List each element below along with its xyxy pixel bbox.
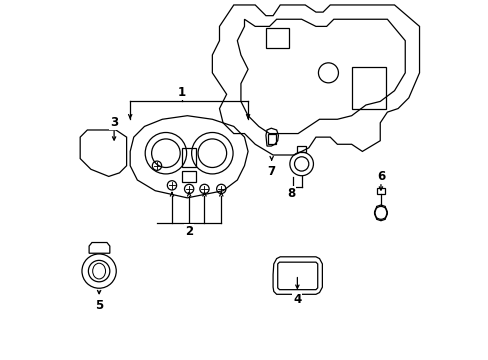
Text: 7: 7 xyxy=(267,165,275,177)
Bar xyxy=(265,28,288,48)
Text: 2: 2 xyxy=(184,225,193,238)
Text: 1: 1 xyxy=(178,86,185,99)
Text: 6: 6 xyxy=(376,170,384,183)
Bar xyxy=(297,146,305,153)
Bar xyxy=(182,171,196,182)
Text: 3: 3 xyxy=(110,116,118,129)
Bar xyxy=(351,67,385,109)
Bar xyxy=(268,134,276,144)
Text: 8: 8 xyxy=(286,187,294,200)
Bar xyxy=(376,188,385,194)
Text: 4: 4 xyxy=(293,293,301,306)
Text: 5: 5 xyxy=(95,298,103,311)
Bar xyxy=(182,148,196,167)
